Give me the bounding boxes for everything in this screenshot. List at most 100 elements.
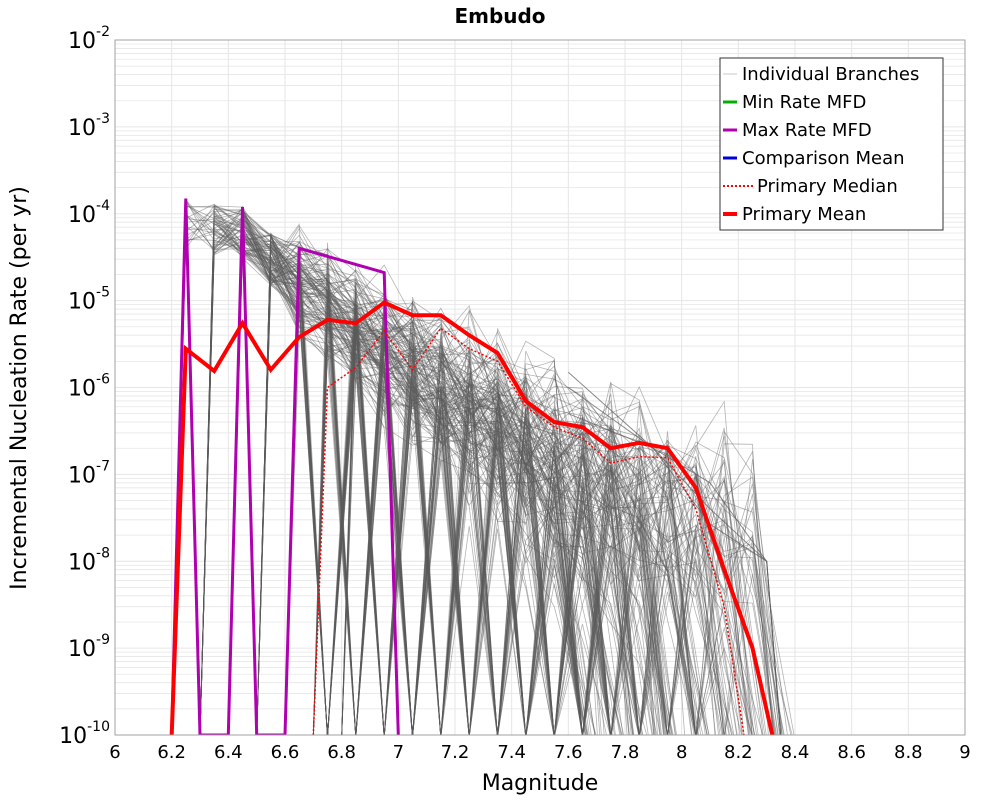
branch-line [341, 316, 708, 735]
branch-line [199, 219, 644, 735]
branch-line [199, 231, 717, 735]
x-tick-label: 6 [109, 742, 120, 763]
branch-line [312, 353, 611, 735]
branch-line [171, 218, 743, 735]
branch-line [256, 242, 658, 735]
branch-line [284, 247, 793, 735]
branch-line [256, 244, 781, 735]
branch-line [227, 247, 774, 735]
branch-line [199, 226, 657, 735]
branch-line [341, 367, 583, 735]
branch-line [171, 200, 611, 735]
branch-line [227, 234, 667, 735]
legend-label: Comparison Mean [742, 148, 905, 169]
y-axis-label: Incremental Nucleation Rate (per yr) [7, 186, 32, 590]
branch-line [199, 220, 727, 735]
branch-line [312, 300, 596, 735]
branch-line [171, 204, 634, 735]
branch-line [312, 302, 776, 735]
branch-line [312, 314, 597, 735]
branch-line [312, 300, 704, 735]
branch-line [199, 223, 624, 735]
branch-line [199, 208, 677, 735]
x-tick-label: 8.6 [837, 742, 866, 763]
branch-line [284, 336, 611, 735]
branch-line [199, 217, 583, 735]
branch-line [256, 237, 602, 735]
branch-line [355, 388, 662, 735]
branch-line [256, 233, 763, 735]
branch-line [284, 301, 755, 735]
branch-line [199, 216, 745, 735]
branch-line [341, 320, 586, 735]
branch-line [312, 325, 555, 735]
branch-line [227, 234, 672, 735]
branch-line [199, 226, 632, 735]
legend-label: Primary Mean [742, 204, 866, 225]
branch-line [199, 214, 615, 735]
branch-line [341, 303, 783, 735]
x-tick-label: 7.8 [611, 742, 640, 763]
branch-line [284, 297, 640, 735]
branch-line [284, 273, 783, 735]
branch-line [284, 281, 601, 735]
x-tick-label: 8.8 [894, 742, 923, 763]
branch-line [256, 280, 640, 735]
branch-line [312, 314, 607, 735]
branch-line [341, 368, 583, 735]
branch-line [171, 238, 738, 735]
branch-line [256, 270, 611, 735]
branch-line [256, 263, 605, 735]
x-tick-label: 7.4 [497, 742, 526, 763]
branch-line [227, 221, 692, 735]
branch-line [199, 234, 640, 735]
branch-line [199, 207, 775, 735]
branch-line [171, 205, 668, 735]
y-tick-label: 10-5 [68, 285, 110, 315]
branch-line [171, 218, 628, 735]
branch-line [256, 266, 671, 735]
branch-line [341, 333, 656, 735]
branch-line [171, 213, 584, 735]
branch-line [199, 209, 630, 735]
y-tick-label: 10-2 [68, 24, 110, 54]
branch-line [171, 230, 749, 735]
branch-line [199, 208, 587, 735]
branch-line [341, 277, 753, 735]
branch-line [227, 211, 588, 735]
branch-line [256, 239, 555, 735]
branch-line [312, 311, 749, 735]
branch-line [227, 239, 588, 735]
legend-label: Max Rate MFD [742, 120, 872, 141]
branch-line [227, 246, 661, 735]
branch-line [341, 301, 730, 735]
branch-line [171, 206, 753, 735]
branch-line [199, 205, 741, 735]
branch-line [312, 304, 706, 735]
branch-line [284, 293, 784, 735]
branch-line [256, 223, 633, 735]
branch-line [199, 218, 697, 735]
branch-line [171, 197, 766, 735]
branch-line [341, 296, 708, 735]
branch-line [312, 283, 640, 735]
branch-line [256, 241, 653, 735]
branch-line [312, 347, 589, 735]
branch-line [256, 250, 583, 735]
branch-line [256, 259, 795, 735]
branch-line [227, 205, 611, 735]
branch-line [199, 222, 665, 735]
branch-line [284, 300, 710, 735]
branch-line [284, 288, 648, 735]
branch-line [256, 233, 634, 735]
branch-line [284, 281, 727, 735]
branch-line [199, 205, 555, 735]
branch-line [284, 269, 611, 735]
branch-line [199, 215, 757, 735]
branch-line [256, 248, 776, 735]
branch-line [199, 221, 673, 735]
y-ticks: 10-10 10-9 10-8 10-7 10-6 10-5 10-4 10-3 10-2 [59, 24, 110, 749]
branch-line [227, 209, 700, 735]
branch-line [227, 213, 655, 735]
branch-line [284, 279, 792, 735]
